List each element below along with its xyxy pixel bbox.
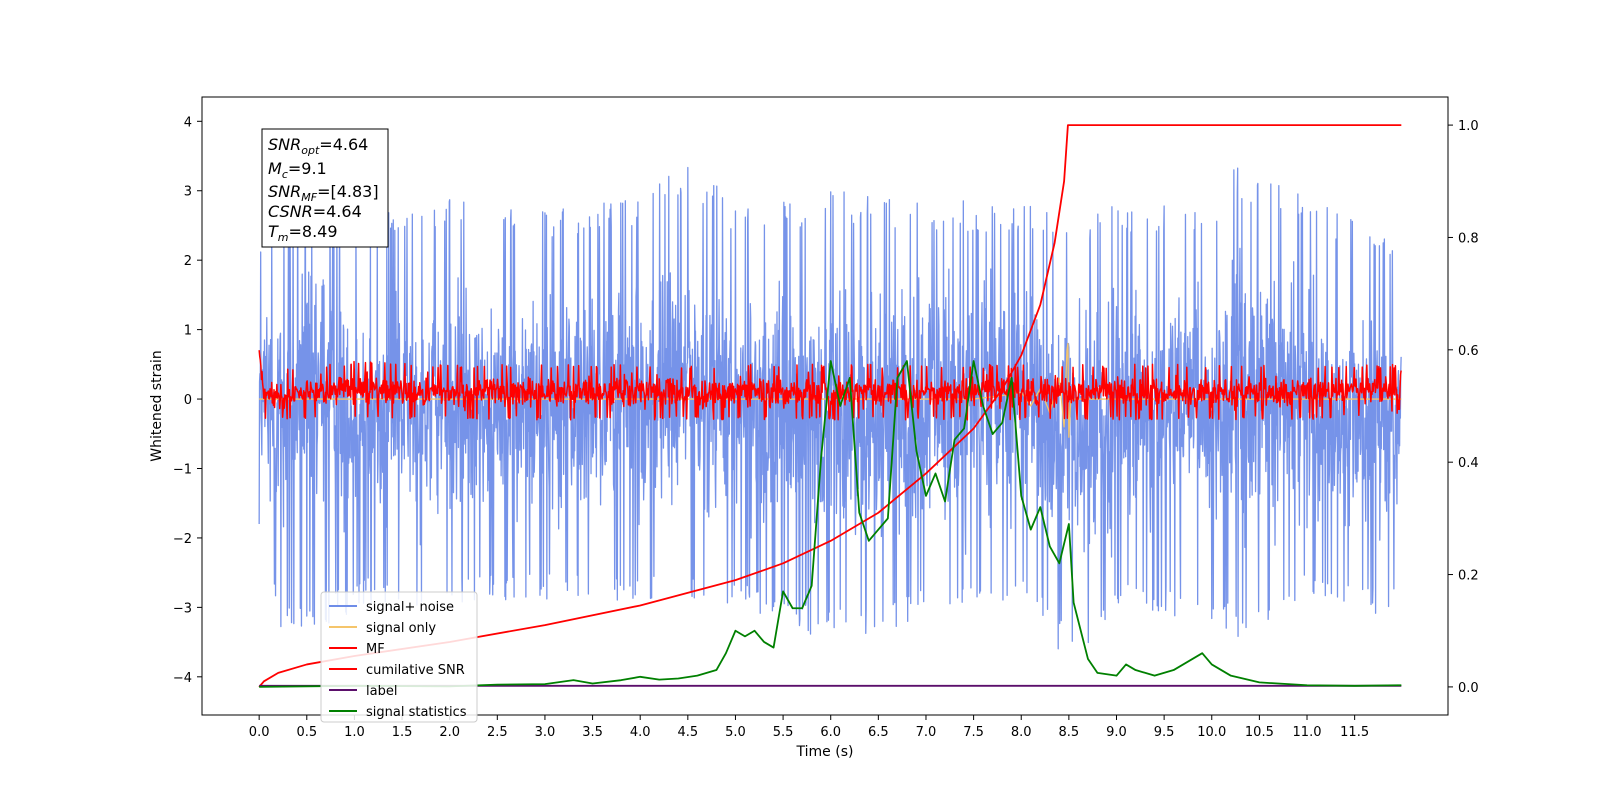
x-tick-label: 3.5 (582, 725, 603, 740)
x-tick-label: 4.0 (630, 725, 651, 740)
x-tick-label: 10.5 (1245, 725, 1274, 740)
legend-label: signal only (366, 621, 436, 636)
x-tick-label: 11.5 (1340, 725, 1369, 740)
x-tick-label: 2.0 (439, 725, 460, 740)
legend-label: cumilative SNR (366, 663, 465, 678)
annotation-line-snr-opt: SNRopt=4.64 (268, 135, 368, 157)
x-tick-label: 8.5 (1059, 725, 1080, 740)
legend-label: label (366, 684, 397, 699)
plot-border (201, 96, 1449, 716)
annotation-line-mc: Mc=9.1 (268, 159, 327, 181)
y-tick-label: −4 (173, 671, 192, 686)
legend-frame (320, 591, 478, 723)
y-tick-label: −3 (173, 601, 192, 616)
x-tick-label: 4.5 (677, 725, 698, 740)
x-tick-label: 9.0 (1106, 725, 1127, 740)
y-axis-label: Whitened strain (149, 350, 165, 461)
y-axis-right: 0.0 0.2 0.4 0.6 0.8 1.0 (1448, 119, 1479, 696)
x-tick-label: 0.0 (249, 725, 270, 740)
x-tick-label: 6.0 (820, 725, 841, 740)
annotation-frame (261, 128, 389, 248)
y2-tick-label: 0.4 (1458, 456, 1479, 471)
x-tick-label: 7.5 (963, 725, 984, 740)
x-tick-label: 11.0 (1293, 725, 1322, 740)
y2-tick-label: 1.0 (1458, 119, 1479, 134)
annotation-line-csnr: CSNR=4.64 (268, 202, 362, 221)
legend-label: signal+ noise (366, 600, 454, 615)
series-line-signal-statistics (259, 360, 1402, 688)
y-tick-label: −1 (173, 462, 192, 477)
x-tick-label: 3.0 (535, 725, 556, 740)
x-axis: 0.0 0.5 1.0 1.5 2.0 2.5 3.0 3.5 4.0 4.5 5.0 5.5 6.0 6… (249, 715, 1369, 740)
x-tick-label: 2.5 (487, 725, 508, 740)
x-tick-label: 9.5 (1154, 725, 1175, 740)
y-axis-left: −4 −3 −2 −1 0 1 2 3 4 (173, 115, 202, 686)
x-tick-label: 1.0 (344, 725, 365, 740)
y2-tick-label: 0.0 (1458, 681, 1479, 696)
x-tick-label: 7.0 (916, 725, 937, 740)
y-tick-label: 3 (184, 185, 192, 200)
y-tick-label: 4 (184, 115, 192, 130)
annotation-line-snr-mf: SNRMF=[4.83] (268, 182, 379, 204)
legend-label: MF (366, 642, 385, 657)
x-tick-label: 0.5 (296, 725, 317, 740)
series-line-mf (258, 350, 1402, 421)
x-tick-label: 1.5 (392, 725, 413, 740)
x-tick-label: 10.0 (1197, 725, 1226, 740)
x-tick-label: 5.0 (725, 725, 746, 740)
x-tick-label: 5.5 (773, 725, 794, 740)
x-tick-label: 6.5 (868, 725, 889, 740)
y-tick-label: 1 (184, 324, 192, 339)
y-tick-label: 0 (184, 393, 192, 408)
y2-tick-label: 0.8 (1458, 231, 1479, 246)
y2-tick-label: 0.6 (1458, 344, 1479, 359)
legend: signal+ noise signal only MF cumilative SNR… (320, 591, 478, 723)
y-tick-label: 2 (184, 254, 192, 269)
y-tick-label: −2 (173, 532, 192, 547)
y2-tick-label: 0.2 (1458, 569, 1479, 584)
x-axis-label: Time (s) (796, 744, 854, 760)
stats-annotation-box: SNRopt=4.64 Mc=9.1 SNRMF=[4.83] CSNR=4.6… (261, 128, 389, 248)
x-tick-label: 8.0 (1011, 725, 1032, 740)
annotation-line-tm: Tm=8.49 (268, 222, 338, 244)
legend-label: signal statistics (366, 705, 467, 720)
